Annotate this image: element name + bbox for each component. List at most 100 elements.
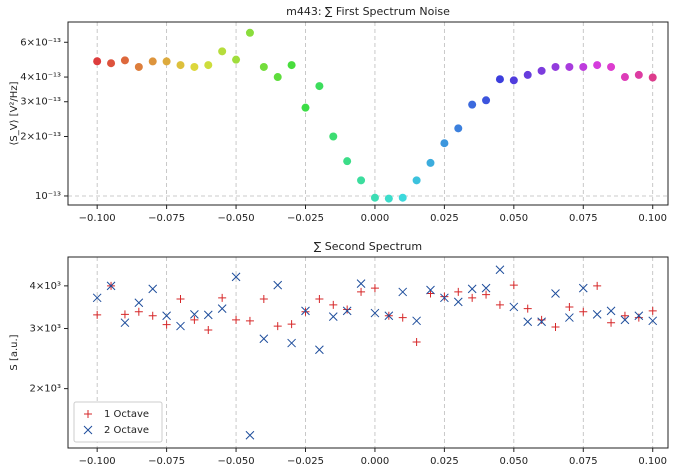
data-point — [315, 295, 324, 304]
data-point — [482, 96, 491, 105]
data-point — [162, 311, 171, 321]
data-point — [245, 28, 254, 37]
data-point — [315, 82, 324, 91]
data-point — [620, 315, 630, 325]
data-point — [245, 316, 254, 325]
data-point — [523, 317, 533, 327]
data-point — [176, 295, 185, 304]
data-point — [398, 287, 408, 297]
data-point — [273, 322, 282, 331]
data-point — [245, 430, 255, 440]
y-tick-label: 3×10³ — [30, 324, 61, 335]
data-point — [607, 318, 616, 327]
data-point — [579, 307, 588, 316]
data-point — [93, 310, 102, 319]
data-point — [370, 193, 379, 202]
x-tick-label: 0.000 — [361, 456, 390, 467]
data-point — [495, 300, 504, 309]
y-axis-label: S [a.u.] — [9, 334, 20, 370]
data-point — [384, 311, 394, 321]
data-point — [440, 292, 449, 301]
data-point — [190, 62, 199, 71]
data-point — [579, 62, 588, 71]
x-tick-label: −0.050 — [218, 213, 255, 224]
legend-frame — [73, 401, 163, 443]
data-point — [454, 124, 463, 133]
data-point — [426, 285, 435, 295]
data-point — [634, 313, 643, 322]
legend-label: 1 Octave — [104, 409, 149, 420]
data-point — [398, 313, 407, 322]
data-point — [357, 287, 366, 296]
data-point — [218, 293, 227, 302]
data-point — [217, 304, 227, 314]
data-point — [468, 100, 477, 109]
data-point — [648, 306, 657, 315]
y-axis-label: ⟨S_V⟩ [V²/Hz] — [9, 81, 20, 145]
x-tick-label: −0.075 — [148, 456, 185, 467]
data-point — [593, 61, 602, 70]
data-point — [384, 194, 393, 203]
x-tick-label: 0.050 — [500, 456, 529, 467]
data-point — [259, 334, 269, 344]
data-point — [606, 306, 616, 316]
data-point — [204, 61, 213, 70]
data-point — [592, 310, 602, 319]
data-point — [356, 279, 366, 289]
x-tick-label: 0.075 — [569, 456, 598, 467]
data-point — [134, 62, 143, 71]
data-point — [440, 293, 449, 303]
plot-frame — [67, 21, 669, 206]
data-point — [509, 76, 518, 85]
data-point — [468, 293, 477, 302]
legend: 1 Octave 2 Octave — [73, 401, 163, 443]
data-point — [134, 307, 143, 316]
data-point — [92, 293, 102, 303]
data-point — [648, 73, 657, 82]
data-point — [551, 62, 560, 71]
x-tick-label: 0.000 — [361, 213, 390, 224]
data-point — [93, 57, 102, 66]
x-tick-label: 0.100 — [638, 456, 667, 467]
data-point — [273, 73, 282, 82]
y-tick-label: 2×10³ — [30, 384, 61, 395]
data-point — [273, 280, 283, 290]
data-point — [454, 287, 463, 296]
data-point — [481, 283, 491, 293]
data-point — [482, 290, 491, 299]
data-point — [412, 176, 421, 185]
x-tick-label: −0.025 — [287, 456, 324, 467]
x-tick-label: −0.100 — [79, 456, 116, 467]
data-point — [343, 305, 352, 314]
data-point — [301, 103, 310, 112]
data-point — [148, 57, 157, 66]
data-point — [218, 47, 227, 56]
legend-marker — [83, 425, 93, 435]
chart-title: ∑ Second Spectrum — [314, 240, 422, 253]
data-point — [259, 62, 268, 71]
data-point — [106, 281, 116, 291]
data-point — [342, 306, 352, 316]
data-point — [120, 318, 130, 328]
x-tick-label: 0.050 — [500, 213, 529, 224]
data-point — [148, 284, 158, 294]
data-point — [523, 304, 532, 313]
data-point — [523, 70, 532, 79]
x-tick-label: 0.075 — [569, 213, 598, 224]
data-point — [565, 62, 574, 71]
y-tick-label: 3×10⁻¹³ — [20, 97, 61, 108]
y-tick-label: 4×10³ — [30, 281, 61, 292]
legend-label: 2 Octave — [104, 425, 149, 436]
data-point — [231, 272, 241, 282]
data-point — [329, 132, 338, 141]
data-point — [620, 311, 629, 320]
data-point — [398, 193, 407, 202]
data-point — [593, 281, 602, 290]
data-point — [467, 284, 477, 294]
data-point — [343, 157, 352, 166]
x-tick-label: −0.025 — [287, 213, 324, 224]
data-point — [203, 310, 213, 320]
x-tick-label: −0.075 — [148, 213, 185, 224]
y-tick-label: 2×10⁻¹³ — [20, 132, 61, 143]
